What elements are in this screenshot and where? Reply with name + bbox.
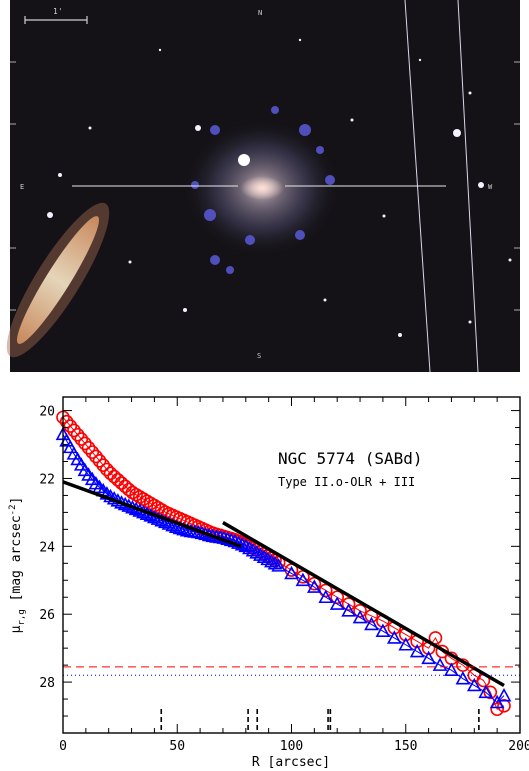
series-1-point [168,519,184,534]
x-tick-label: 150 [394,739,417,754]
series-0-point [330,590,345,605]
series-1-point [62,439,78,454]
compass-east: E [20,183,24,191]
x-tick-label: 200 [508,739,529,754]
compass-north: N [258,9,262,17]
y-tick-label: 24 [39,540,55,555]
foreground-stars [47,38,512,337]
series-1-point [375,623,391,637]
x-tick-label: 100 [280,739,303,754]
series-0-point [81,440,96,455]
fit-line-0 [62,480,242,548]
series-1-point [398,637,414,651]
series-0-point [96,458,111,472]
series-1-point [260,551,276,566]
series-0-point [63,419,78,433]
scale-bar-label: 1' [53,7,63,16]
surface-brightness-profile-chart: 0 50 100 150 200 20 22 24 26 28 NGC 5774 (SABd) T… [8,396,529,770]
series-0-point [490,702,504,717]
series-0-point [353,604,367,618]
series-1-point [489,694,505,709]
y-axis-label: μr,g [mag arcsec-2] [8,497,27,634]
x-tick-label: 0 [59,739,67,754]
series-1-point [176,521,191,536]
series-1-point [242,540,257,555]
series-0-point [85,445,100,459]
series-0-point [67,423,81,438]
series-1-point [158,514,173,529]
series-1-point [352,609,368,624]
series-0-point [341,597,356,611]
series-1-point [253,547,268,561]
y-tick-label: 28 [39,676,55,691]
chart-title: NGC 5774 (SABd) [278,449,423,468]
chart-subtitle: Type II.o-OLR + III [278,475,415,489]
series-1-point [271,558,287,572]
series-1-point [249,545,265,559]
series-1-point [227,533,243,548]
plot-frame [62,396,521,734]
series-1-point [103,488,118,503]
series-0-point [70,427,85,442]
y-tick-label: 26 [39,608,55,623]
series-1-point [409,643,425,658]
series-1-point [455,671,471,685]
x-tick-label: 50 [169,739,185,754]
series-1-point [172,520,188,535]
y-tick-label: 22 [39,472,55,487]
series-1-point [165,517,181,532]
series-1-point [264,553,279,568]
series-1-point [421,650,436,665]
series-1-point [256,549,272,563]
series-0-point [89,449,103,464]
fit-line-1 [222,521,505,687]
series-0-point [78,436,92,451]
series-0-point [483,685,498,700]
axis-ticks [62,397,521,733]
series-0-point [100,462,114,477]
series-1-point [496,687,512,702]
series-1-point [295,572,311,587]
y-tick-label: 20 [39,405,55,420]
axis-tick-labels: 0 50 100 150 200 20 22 24 26 28 [39,405,529,754]
series-1-point [245,543,261,557]
series-1-point [307,579,322,593]
series-1-point [478,684,494,699]
series-0-point [497,699,511,713]
series-1-point [329,596,345,610]
compass-west: W [488,183,493,191]
galaxy-image-panel: 1' N E W S [0,0,529,372]
scale-bar [24,16,88,24]
sky-limit-lines [63,666,520,676]
series-1-point [284,565,299,580]
frame-ticks [10,61,520,311]
series-0-point [92,454,107,468]
x-axis-label: R [arcsec] [252,755,330,770]
break-markers [160,709,480,733]
series-1-point [318,589,334,604]
target-galaxy [182,106,342,274]
compass-south: S [257,352,261,360]
series-1-point [466,677,482,692]
fit-lines [62,480,505,687]
series-1-point [432,657,448,671]
edge-on-galaxy [6,202,110,358]
series-1-point [238,538,254,553]
series-1-point [161,516,177,530]
series-0-point [74,432,89,446]
series-1-point [364,616,379,631]
series-1-point [341,603,356,617]
series-1-point [386,630,402,644]
series-1-point [267,556,283,570]
